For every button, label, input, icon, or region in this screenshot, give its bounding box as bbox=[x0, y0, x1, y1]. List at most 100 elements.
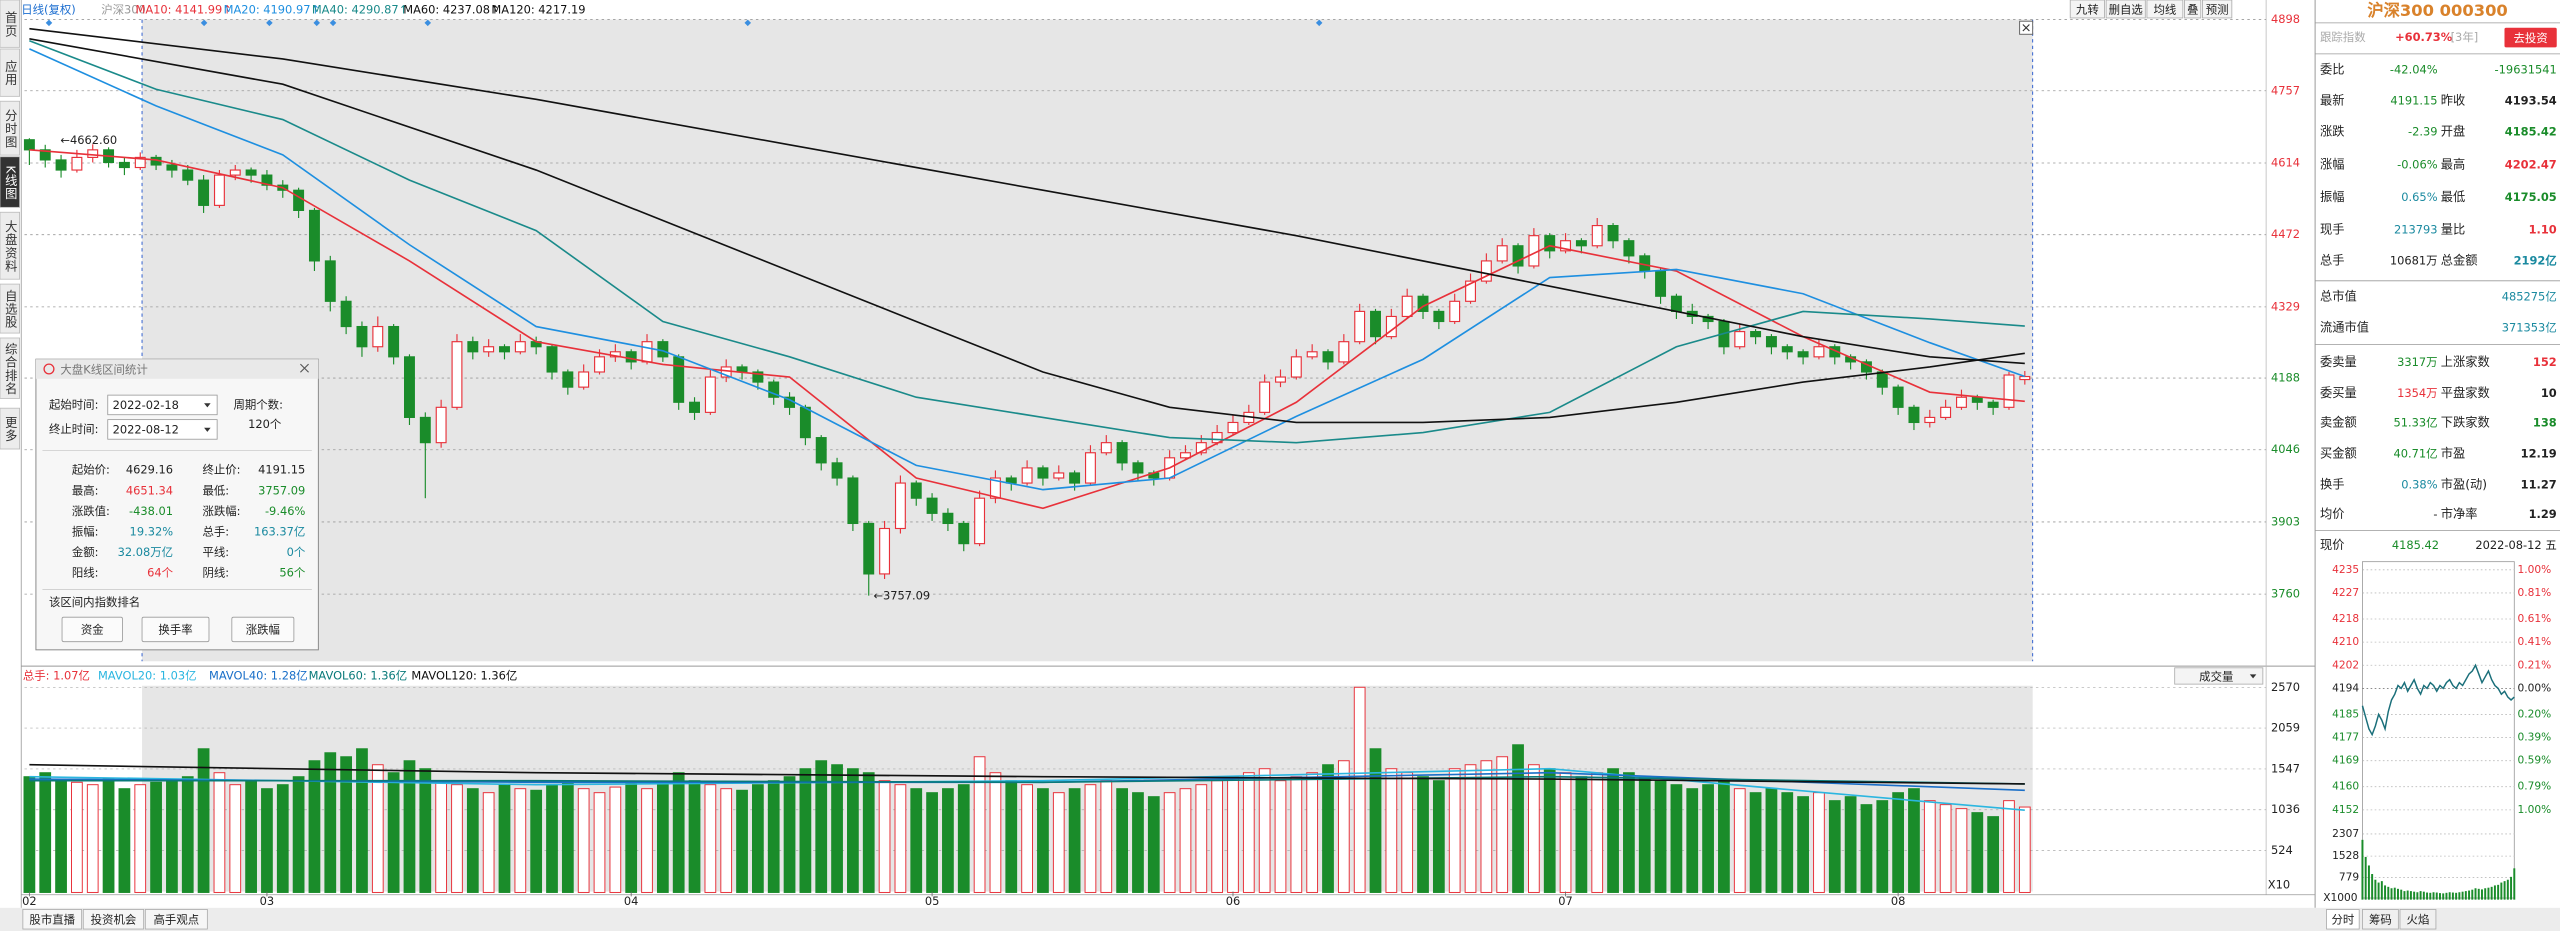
sidebar-tab-bg[interactable] bbox=[0, 337, 20, 399]
toolbar-label[interactable]: 叠 bbox=[2187, 2, 2198, 16]
candle-body bbox=[546, 346, 558, 373]
quote-value: -19631541 bbox=[2495, 63, 2557, 77]
sidebar-tab[interactable]: 综合排名 bbox=[3, 343, 17, 395]
y-tick-label: 4218 bbox=[2332, 612, 2359, 625]
chart-index-name: 沪深300 bbox=[101, 2, 146, 16]
sidebar-tab[interactable]: 应用 bbox=[3, 59, 17, 86]
toolbar-label[interactable]: 均线 bbox=[2153, 2, 2176, 16]
toolbar-button[interactable] bbox=[2202, 0, 2233, 19]
rank-button[interactable] bbox=[231, 616, 295, 643]
date-select[interactable] bbox=[107, 394, 218, 416]
stat-value: 19.32% bbox=[130, 524, 174, 538]
invest-button[interactable] bbox=[2504, 27, 2557, 48]
quote-value: 3317万 bbox=[2397, 355, 2437, 369]
candle-body bbox=[2003, 374, 2015, 408]
quote-value: 10 bbox=[2541, 386, 2557, 400]
volume-bar bbox=[419, 768, 432, 893]
panel-tab-label[interactable]: 火焰 bbox=[2407, 913, 2430, 927]
intraday-volume-bar bbox=[2510, 876, 2513, 900]
sidebar-tab[interactable]: K线图 bbox=[3, 165, 17, 200]
x-tick-label: 08 bbox=[1891, 894, 1906, 908]
sidebar-tab[interactable]: 大盘资料 bbox=[3, 220, 17, 272]
volume-bar bbox=[577, 788, 590, 893]
chart-period: 日线(复权) bbox=[21, 2, 76, 16]
volume-bar bbox=[134, 784, 147, 893]
rank-button[interactable] bbox=[141, 616, 210, 643]
status-tab-label[interactable]: 投资机会 bbox=[91, 913, 137, 927]
volume-bar bbox=[1686, 788, 1699, 893]
toolbar-label[interactable]: 九转 bbox=[2076, 2, 2099, 16]
stat-label: 终止价: bbox=[202, 463, 240, 477]
candle-body bbox=[293, 189, 305, 212]
toolbar-button[interactable] bbox=[2184, 0, 2202, 19]
volume-bar bbox=[1052, 792, 1065, 893]
volume-selector-label[interactable]: 成交量 bbox=[2199, 669, 2233, 683]
volume-bar bbox=[1242, 772, 1255, 893]
status-tab-label[interactable]: 股市直播 bbox=[29, 913, 75, 927]
volume-bar bbox=[1417, 776, 1429, 893]
date-value[interactable]: 2022-02-18 bbox=[113, 398, 179, 412]
y-tick-label: 2570 bbox=[2271, 680, 2300, 694]
candle-body bbox=[562, 371, 574, 388]
candle-body bbox=[704, 376, 716, 413]
intraday-volume-bar bbox=[2448, 892, 2451, 900]
panel-tab[interactable] bbox=[2399, 909, 2437, 930]
y2-tick-label: 0.20% bbox=[2518, 707, 2552, 720]
candle-body bbox=[1433, 310, 1445, 323]
sidebar-tab[interactable]: 更多 bbox=[3, 416, 17, 442]
status-tab[interactable] bbox=[144, 909, 208, 930]
rank-button-label[interactable]: 涨跌幅 bbox=[246, 623, 280, 637]
ma-legend: MA10: 4141.99↑ bbox=[136, 2, 232, 16]
date-select[interactable] bbox=[107, 419, 218, 440]
sidebar-tab-bg[interactable] bbox=[0, 100, 20, 156]
status-tab-label[interactable]: 高手观点 bbox=[154, 913, 200, 927]
rank-button[interactable] bbox=[61, 616, 123, 643]
volume-bar bbox=[530, 789, 543, 893]
volume-bar bbox=[403, 760, 416, 893]
sidebar-tab-bg[interactable] bbox=[0, 156, 20, 208]
quote-value: 485275亿 bbox=[2502, 290, 2557, 304]
volume-selector[interactable] bbox=[2174, 667, 2264, 685]
invest-label[interactable]: 去投资 bbox=[2514, 31, 2548, 45]
sidebar-tab-bg[interactable] bbox=[0, 0, 20, 48]
stat-label: 最低: bbox=[202, 483, 229, 497]
candle-body bbox=[435, 406, 447, 444]
volume-bar bbox=[1021, 784, 1033, 893]
panel-tab-label[interactable]: 分时 bbox=[2331, 913, 2354, 927]
volume-bar bbox=[197, 748, 210, 893]
panel-tab-label[interactable]: 筹码 bbox=[2369, 913, 2392, 927]
sidebar-tab[interactable]: 首页 bbox=[3, 11, 17, 37]
status-tab[interactable] bbox=[22, 909, 83, 930]
candle-body bbox=[689, 401, 700, 413]
quote-label: 现价 bbox=[2320, 538, 2344, 552]
y-tick-label: 1547 bbox=[2271, 761, 2300, 775]
toolbar-button[interactable] bbox=[2146, 0, 2184, 19]
quote-value: 4185.42 bbox=[2505, 125, 2557, 139]
status-tab[interactable] bbox=[82, 909, 145, 930]
sidebar-tab-bg[interactable] bbox=[0, 283, 20, 334]
panel-tab[interactable] bbox=[2362, 909, 2399, 930]
volume-multiplier: X1000 bbox=[2323, 891, 2358, 904]
sidebar-tab-bg[interactable] bbox=[0, 48, 20, 97]
sidebar-tab[interactable]: 分时图 bbox=[3, 109, 17, 148]
volume-bar bbox=[308, 760, 321, 893]
candle-body bbox=[1179, 452, 1191, 459]
panel-tab[interactable] bbox=[2326, 909, 2360, 930]
date-value[interactable]: 2022-08-12 bbox=[113, 423, 179, 437]
y-tick-label: 2307 bbox=[2332, 827, 2359, 840]
toolbar-button[interactable] bbox=[2069, 0, 2105, 19]
rank-button-label[interactable]: 资金 bbox=[81, 623, 104, 637]
quote-label: 上涨家数 bbox=[2441, 354, 2490, 369]
popup-close[interactable] bbox=[300, 363, 309, 373]
toolbar-label[interactable]: 预测 bbox=[2206, 2, 2229, 16]
candle-body bbox=[1750, 331, 1762, 338]
sidebar-tab[interactable]: 自选股 bbox=[3, 290, 17, 329]
toolbar-label[interactable]: 删自选 bbox=[2109, 2, 2144, 16]
candle-body bbox=[1053, 472, 1065, 479]
candle-body bbox=[1560, 240, 1572, 252]
sidebar-tab-bg[interactable] bbox=[0, 211, 20, 280]
quote-value: 1.10 bbox=[2529, 223, 2557, 237]
toolbar-button[interactable] bbox=[2105, 0, 2146, 19]
rank-button-label[interactable]: 换手率 bbox=[158, 623, 192, 637]
sidebar-tab-bg[interactable] bbox=[0, 407, 20, 450]
